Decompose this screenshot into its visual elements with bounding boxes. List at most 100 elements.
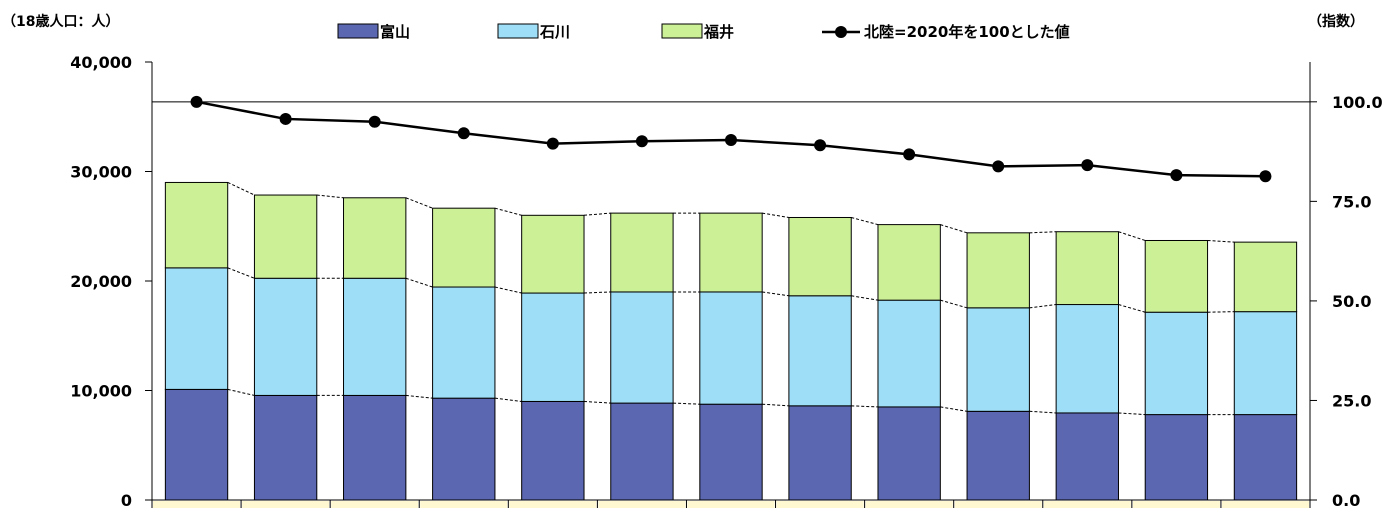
category-cell-5 [509,501,597,508]
connector-1-9 [940,406,968,412]
y-right-axis-title: （指数） [1308,13,1364,30]
bar-3-10 [966,232,1030,309]
connector-2-11 [1118,304,1146,313]
connector-3-2 [316,194,344,199]
connector-3-11 [1118,231,1146,241]
bar-1-2 [253,394,318,501]
connector-2-10 [1029,304,1057,309]
connector-3-3 [405,197,433,209]
bar-1-9 [877,406,941,501]
connector-2-4 [494,286,522,294]
bar-2-6 [610,291,674,404]
legend: 富山 石川 福井 北陸=2020年を100とした値 [337,23,1070,41]
y-left-axis-title: （18歳人口：人） [2,13,119,30]
legend-swatch-3 [661,23,703,39]
connector-3-7 [762,212,789,218]
bar-1-10 [966,410,1030,501]
y-left-tick-label-4: 40,000 [70,53,132,72]
bar-2-4 [432,286,496,399]
y-right-tick-label-3: 75.0 [1332,192,1371,211]
bar-3-7 [699,212,763,293]
y-left-tick-label-0: 0 [121,491,132,508]
connector-3-12 [1207,239,1235,243]
index-point-3 [368,115,381,128]
bar-1-13 [1233,414,1298,501]
connector-2-5 [583,291,611,294]
bar-2-12 [1144,311,1209,416]
bar-1-5 [521,400,585,501]
index-point-6 [635,135,648,148]
category-cell-11 [1043,501,1131,508]
y-right-tick-label-1: 25.0 [1332,391,1371,410]
index-point-11 [1081,159,1094,172]
bar-2-10 [966,307,1030,412]
category-cell-13 [1221,501,1309,508]
connector-1-3 [405,394,433,399]
category-cell-8 [776,501,864,508]
connector-1-4 [494,397,522,402]
connector-1-5 [583,400,611,404]
bar-2-9 [877,299,941,408]
connector-1-11 [1118,412,1146,416]
category-cell-12 [1132,501,1220,508]
bar-connectors [227,181,1235,416]
bar-3-3 [343,197,407,279]
bar-3-5 [521,214,585,294]
category-cell-1 [153,501,241,508]
bar-1-3 [343,394,407,501]
index-point-12 [1170,169,1183,182]
bar-1-4 [432,397,496,501]
bar-2-5 [521,292,585,402]
bar-1-7 [699,403,763,501]
bar-2-1 [164,267,229,390]
index-point-10 [992,160,1005,173]
legend-swatch-1 [337,23,379,39]
bar-3-2 [253,194,318,279]
connector-3-5 [583,212,611,216]
category-cell-2 [242,501,330,508]
y-left-tick-label-3: 30,000 [70,163,132,182]
bar-3-8 [788,216,852,297]
bar-2-13 [1233,311,1298,416]
connector-2-7 [762,291,789,297]
bar-1-11 [1055,412,1119,501]
connector-1-1 [227,388,255,396]
y-right-tick-label-4: 100.0 [1332,93,1383,112]
y-left-tick-label-2: 20,000 [70,272,132,291]
legend-line-dot [835,26,847,38]
category-cell-9 [865,501,953,508]
bar-3-4 [432,207,496,288]
bar-3-13 [1233,241,1298,313]
y-right-tick-label-0: 0.0 [1332,491,1360,508]
connector-1-8 [851,405,879,408]
axes: 0 10,000 20,000 30,000 40,000 0.0 25.0 50.0 75.0… [70,53,1383,508]
bar-2-11 [1055,304,1119,414]
category-cell-4 [420,501,508,508]
index-line [190,95,1272,183]
index-point-5 [546,137,559,150]
category-cell-3 [331,501,419,508]
index-point-4 [457,127,470,140]
bar-1-6 [610,402,674,501]
y-left-tick-label-1: 10,000 [70,382,132,401]
bar-1-1 [164,388,229,501]
category-cell-6 [598,501,686,508]
category-cell-7 [687,501,775,508]
bar-1-8 [788,405,852,501]
legend-swatch-2 [497,23,539,39]
bar-3-1 [164,181,229,269]
y-right-tick-label-2: 50.0 [1332,292,1371,311]
bar-1-12 [1144,414,1209,501]
connector-2-1 [227,267,255,279]
bar-3-6 [610,212,674,293]
connector-3-4 [494,207,522,216]
legend-label-4: 北陸=2020年を100とした値 [864,23,1070,41]
index-point-1 [190,95,203,108]
connector-3-1 [227,181,255,196]
connector-2-9 [940,299,968,309]
bar-2-7 [699,291,763,405]
bar-3-9 [877,224,941,301]
connector-3-9 [940,224,968,234]
connector-2-12 [1207,311,1235,313]
